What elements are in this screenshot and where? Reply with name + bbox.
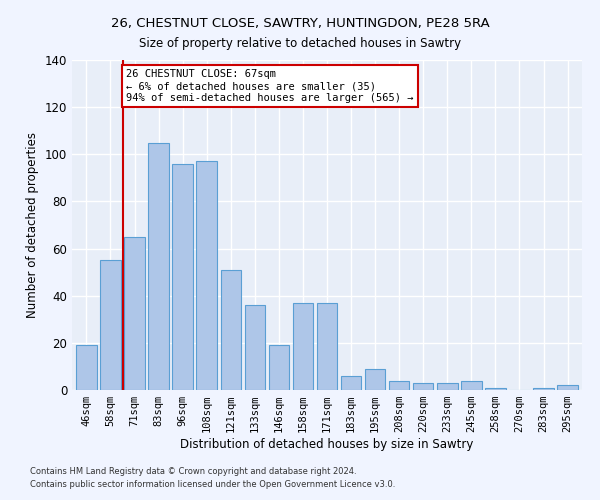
Text: 26, CHESTNUT CLOSE, SAWTRY, HUNTINGDON, PE28 5RA: 26, CHESTNUT CLOSE, SAWTRY, HUNTINGDON, … — [110, 18, 490, 30]
Bar — [461, 380, 482, 390]
Y-axis label: Number of detached properties: Number of detached properties — [26, 132, 39, 318]
Bar — [245, 305, 265, 390]
Bar — [413, 383, 433, 390]
Bar — [148, 142, 169, 390]
Bar — [437, 383, 458, 390]
Bar — [293, 303, 313, 390]
Text: Size of property relative to detached houses in Sawtry: Size of property relative to detached ho… — [139, 38, 461, 51]
Bar — [365, 369, 385, 390]
Bar — [485, 388, 506, 390]
Bar — [100, 260, 121, 390]
Bar — [221, 270, 241, 390]
Text: Contains public sector information licensed under the Open Government Licence v3: Contains public sector information licen… — [30, 480, 395, 489]
Bar — [172, 164, 193, 390]
Bar — [317, 303, 337, 390]
Bar — [196, 162, 217, 390]
Bar — [124, 237, 145, 390]
Bar — [341, 376, 361, 390]
Text: Contains HM Land Registry data © Crown copyright and database right 2024.: Contains HM Land Registry data © Crown c… — [30, 467, 356, 476]
Text: 26 CHESTNUT CLOSE: 67sqm
← 6% of detached houses are smaller (35)
94% of semi-de: 26 CHESTNUT CLOSE: 67sqm ← 6% of detache… — [126, 70, 413, 102]
X-axis label: Distribution of detached houses by size in Sawtry: Distribution of detached houses by size … — [181, 438, 473, 451]
Bar — [76, 345, 97, 390]
Bar — [557, 386, 578, 390]
Bar — [389, 380, 409, 390]
Bar — [269, 345, 289, 390]
Bar — [533, 388, 554, 390]
